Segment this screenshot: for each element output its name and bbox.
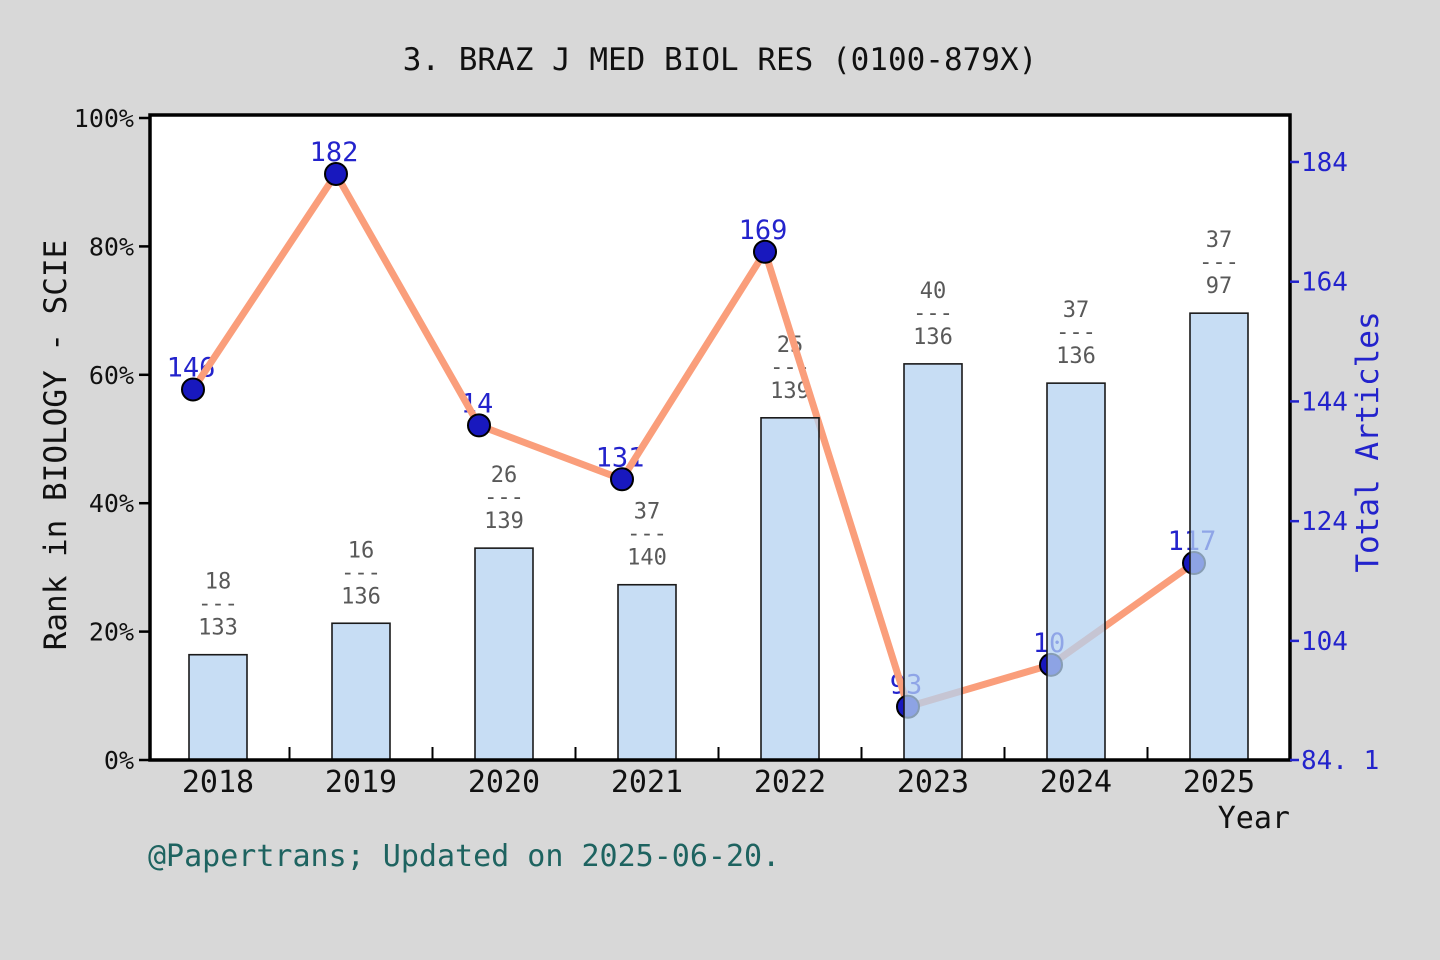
x-tick-label: 2023 bbox=[897, 765, 969, 800]
x-tick-label: 2018 bbox=[182, 765, 254, 800]
bar-fraction-numerator: 26 bbox=[491, 463, 518, 488]
rank-bar-2019 bbox=[331, 622, 391, 761]
y-left-tick-label: 80% bbox=[89, 232, 134, 261]
y-left-tick-label: 20% bbox=[89, 618, 134, 647]
y-left-tick-label: 100% bbox=[74, 104, 134, 133]
y-right-tick-label: 124 bbox=[1301, 507, 1348, 537]
plot-frame bbox=[148, 113, 1292, 762]
x-tick-label: 2020 bbox=[468, 765, 540, 800]
x-axis-label: Year bbox=[1218, 801, 1290, 836]
x-tick-label: 2019 bbox=[325, 765, 397, 800]
y-right-tick-label: 84. 1 bbox=[1301, 746, 1379, 776]
bar-fraction-denominator: 136 bbox=[341, 584, 381, 609]
bar-fraction-divider: --- bbox=[484, 485, 524, 510]
bar-fraction-numerator: 37 bbox=[1063, 298, 1090, 323]
bar-fraction-divider: --- bbox=[341, 560, 381, 585]
bar-fraction-denominator: 136 bbox=[1056, 344, 1096, 369]
rank-bar-2018 bbox=[188, 653, 248, 761]
footer-credit: @Papertrans; Updated on 2025-06-20. bbox=[148, 839, 780, 874]
y-right-tick-label: 184 bbox=[1301, 148, 1348, 178]
y-axis-left-label: Rank in BIOLOGY - SCIE bbox=[38, 240, 74, 651]
x-tick-label: 2024 bbox=[1040, 765, 1112, 800]
total-articles-point-2022 bbox=[753, 239, 777, 264]
chart-title: 3. BRAZ J MED BIOL RES (0100-879X) bbox=[403, 42, 1038, 78]
bar-fraction-denominator: 133 bbox=[198, 616, 238, 641]
y-right-tick-label: 164 bbox=[1301, 268, 1348, 298]
bar-fraction-denominator: 97 bbox=[1206, 274, 1233, 299]
y-right-tick-label: 104 bbox=[1301, 627, 1348, 657]
bar-fraction-numerator: 18 bbox=[205, 570, 232, 595]
bar-fraction-divider: --- bbox=[198, 592, 238, 617]
bar-fraction-divider: --- bbox=[627, 522, 667, 547]
x-tick-label: 2021 bbox=[611, 765, 683, 800]
y-left-tick-label: 60% bbox=[89, 361, 134, 390]
rank-bar-2021 bbox=[617, 583, 677, 761]
y-right-tick-label: 144 bbox=[1301, 387, 1348, 417]
rank-bar-2020 bbox=[474, 547, 534, 761]
plot-area bbox=[150, 115, 1290, 760]
bar-fraction-numerator: 37 bbox=[634, 500, 661, 525]
bar-fraction-denominator: 136 bbox=[913, 325, 953, 350]
total-articles-line bbox=[189, 170, 1198, 711]
y-left-tick-label: 40% bbox=[89, 489, 134, 518]
total-articles-point-2019 bbox=[324, 161, 348, 186]
bar-fraction-denominator: 140 bbox=[627, 546, 667, 571]
bar-fraction-numerator: 16 bbox=[348, 538, 375, 563]
rank-bar-2022 bbox=[760, 417, 820, 761]
rank-bar-2023 bbox=[903, 363, 963, 761]
bar-fraction-numerator: 40 bbox=[920, 279, 947, 304]
y-left-tick-label: 0% bbox=[104, 746, 134, 775]
bar-fraction-divider: --- bbox=[1056, 320, 1096, 345]
rank-bar-2024 bbox=[1046, 382, 1106, 761]
y-axis-right-label: Total Articles bbox=[1350, 311, 1386, 572]
bar-fraction-denominator: 139 bbox=[484, 509, 524, 534]
rank-bar-2025 bbox=[1189, 312, 1249, 761]
bar-fraction-divider: --- bbox=[1199, 250, 1239, 275]
bar-fraction-divider: --- bbox=[913, 301, 953, 326]
total-articles-point-2020 bbox=[467, 413, 491, 438]
total-articles-point-2018 bbox=[181, 377, 205, 402]
bar-fraction-numerator: 37 bbox=[1206, 228, 1233, 253]
x-tick-label: 2022 bbox=[754, 765, 826, 800]
total-articles-point-2021 bbox=[610, 467, 634, 492]
axes-layer: 0% 20% 40% 60% 80% 100% 84. 1 104 124 144 164 184 20… bbox=[74, 104, 1380, 800]
x-tick-label: 2025 bbox=[1183, 765, 1255, 800]
